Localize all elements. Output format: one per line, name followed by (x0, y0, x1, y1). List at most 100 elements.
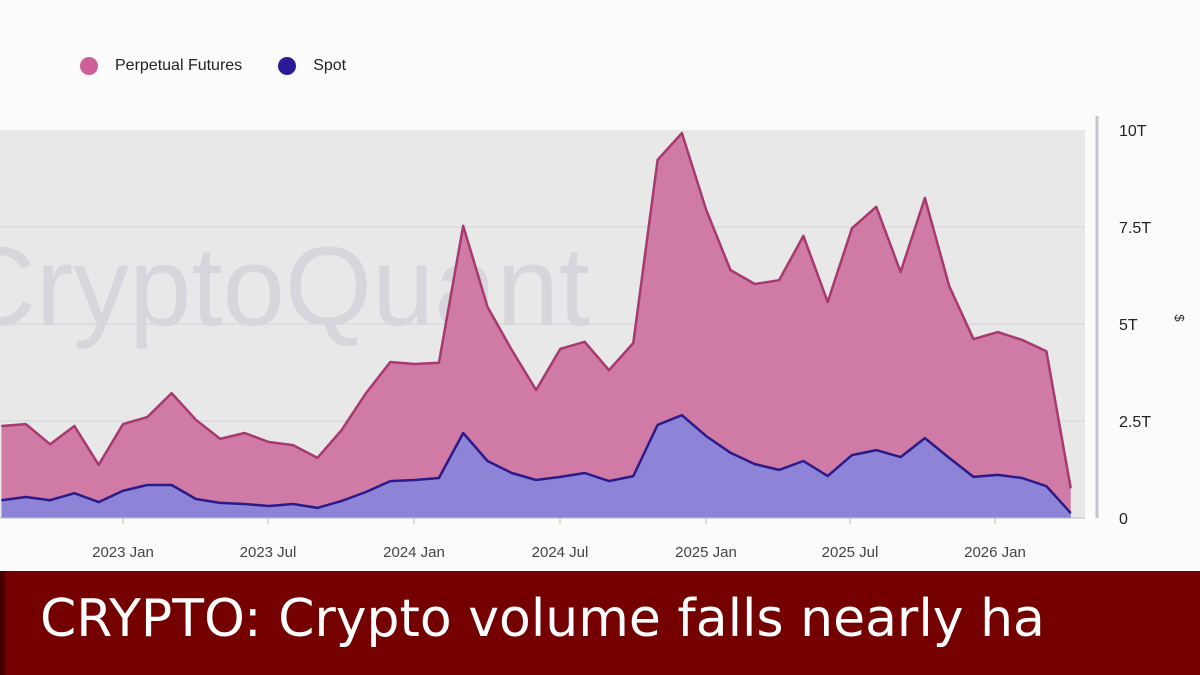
data-point[interactable] (681, 132, 683, 134)
data-point[interactable] (997, 331, 999, 333)
data-point[interactable] (827, 475, 829, 477)
data-point[interactable] (511, 349, 513, 351)
data-point[interactable] (244, 432, 245, 434)
data-point[interactable] (73, 425, 75, 427)
data-point[interactable] (900, 271, 902, 273)
data-point[interactable] (316, 507, 318, 509)
legend-dot-icon (278, 57, 297, 75)
data-point[interactable] (389, 361, 391, 363)
data-point[interactable] (1021, 477, 1023, 479)
y-axis-label: $ (1172, 314, 1187, 322)
data-point[interactable] (365, 491, 367, 493)
data-point[interactable] (73, 492, 75, 494)
data-point[interactable] (487, 306, 488, 308)
data-point[interactable] (730, 269, 731, 271)
data-point[interactable] (487, 460, 488, 462)
legend-item-perpetual-futures[interactable]: Perpetual Futures (80, 57, 242, 75)
data-point[interactable] (98, 501, 100, 503)
data-point[interactable] (657, 159, 659, 161)
data-point[interactable] (559, 348, 561, 350)
data-point[interactable] (559, 476, 561, 478)
legend-item-spot[interactable]: Spot (278, 57, 346, 75)
data-point[interactable] (219, 438, 221, 440)
data-point[interactable] (146, 484, 148, 486)
data-point[interactable] (535, 389, 537, 391)
data-point[interactable] (1045, 485, 1047, 487)
data-point[interactable] (1070, 512, 1072, 514)
y-tick-label: 0 (1119, 511, 1128, 528)
data-point[interactable] (973, 338, 974, 340)
data-point[interactable] (1045, 350, 1047, 352)
data-point[interactable] (705, 435, 707, 437)
data-point[interactable] (195, 419, 197, 421)
data-point[interactable] (365, 392, 367, 394)
data-point[interactable] (681, 414, 683, 416)
x-tick-label: 2023 Jul (240, 544, 297, 561)
data-point[interactable] (948, 457, 950, 459)
data-point[interactable] (268, 441, 270, 443)
data-point[interactable] (219, 502, 221, 504)
data-point[interactable] (438, 477, 440, 479)
data-point[interactable] (438, 362, 440, 364)
data-point[interactable] (608, 369, 610, 371)
data-point[interactable] (49, 443, 51, 445)
data-point[interactable] (292, 503, 294, 505)
data-point[interactable] (657, 424, 659, 426)
data-point[interactable] (584, 341, 586, 343)
data-point[interactable] (122, 423, 124, 425)
data-point[interactable] (997, 474, 999, 476)
data-point[interactable] (632, 342, 634, 344)
data-point[interactable] (973, 476, 974, 478)
data-point[interactable] (195, 498, 197, 500)
data-point[interactable] (414, 363, 416, 365)
data-point[interactable] (802, 460, 804, 462)
banner-edge (0, 571, 5, 675)
data-point[interactable] (778, 279, 780, 281)
data-point[interactable] (1, 499, 2, 501)
data-point[interactable] (316, 457, 318, 459)
data-point[interactable] (244, 503, 245, 505)
data-point[interactable] (1070, 487, 1072, 489)
data-point[interactable] (98, 464, 100, 466)
data-point[interactable] (292, 444, 294, 446)
data-point[interactable] (341, 429, 343, 431)
data-point[interactable] (171, 484, 173, 486)
data-point[interactable] (608, 480, 610, 482)
data-point[interactable] (122, 490, 124, 492)
data-point[interactable] (341, 500, 343, 502)
data-point[interactable] (730, 452, 731, 454)
data-point[interactable] (851, 454, 853, 456)
data-point[interactable] (535, 479, 537, 481)
data-point[interactable] (948, 285, 950, 287)
data-point[interactable] (25, 423, 27, 425)
data-point[interactable] (414, 479, 416, 481)
data-point[interactable] (778, 469, 780, 471)
data-point[interactable] (754, 283, 756, 285)
data-point[interactable] (705, 209, 707, 211)
data-point[interactable] (924, 197, 926, 199)
data-point[interactable] (875, 206, 877, 208)
data-point[interactable] (584, 472, 586, 474)
area-perpetual-futures (1, 133, 1071, 518)
data-point[interactable] (49, 499, 51, 501)
data-point[interactable] (146, 416, 148, 418)
data-point[interactable] (171, 392, 173, 394)
data-point[interactable] (25, 496, 27, 498)
data-point[interactable] (511, 472, 513, 474)
data-point[interactable] (875, 449, 877, 451)
data-point[interactable] (827, 301, 829, 303)
y-tick-label: 7.5T (1119, 220, 1151, 237)
data-point[interactable] (462, 432, 464, 434)
data-point[interactable] (1021, 339, 1023, 341)
data-point[interactable] (900, 456, 902, 458)
data-point[interactable] (1, 425, 2, 427)
data-point[interactable] (462, 225, 464, 227)
x-tick-label: 2024 Jul (532, 544, 589, 561)
data-point[interactable] (268, 505, 270, 507)
data-point[interactable] (754, 463, 756, 465)
data-point[interactable] (924, 437, 926, 439)
data-point[interactable] (802, 235, 804, 237)
data-point[interactable] (632, 475, 634, 477)
data-point[interactable] (851, 227, 853, 229)
data-point[interactable] (389, 480, 391, 482)
